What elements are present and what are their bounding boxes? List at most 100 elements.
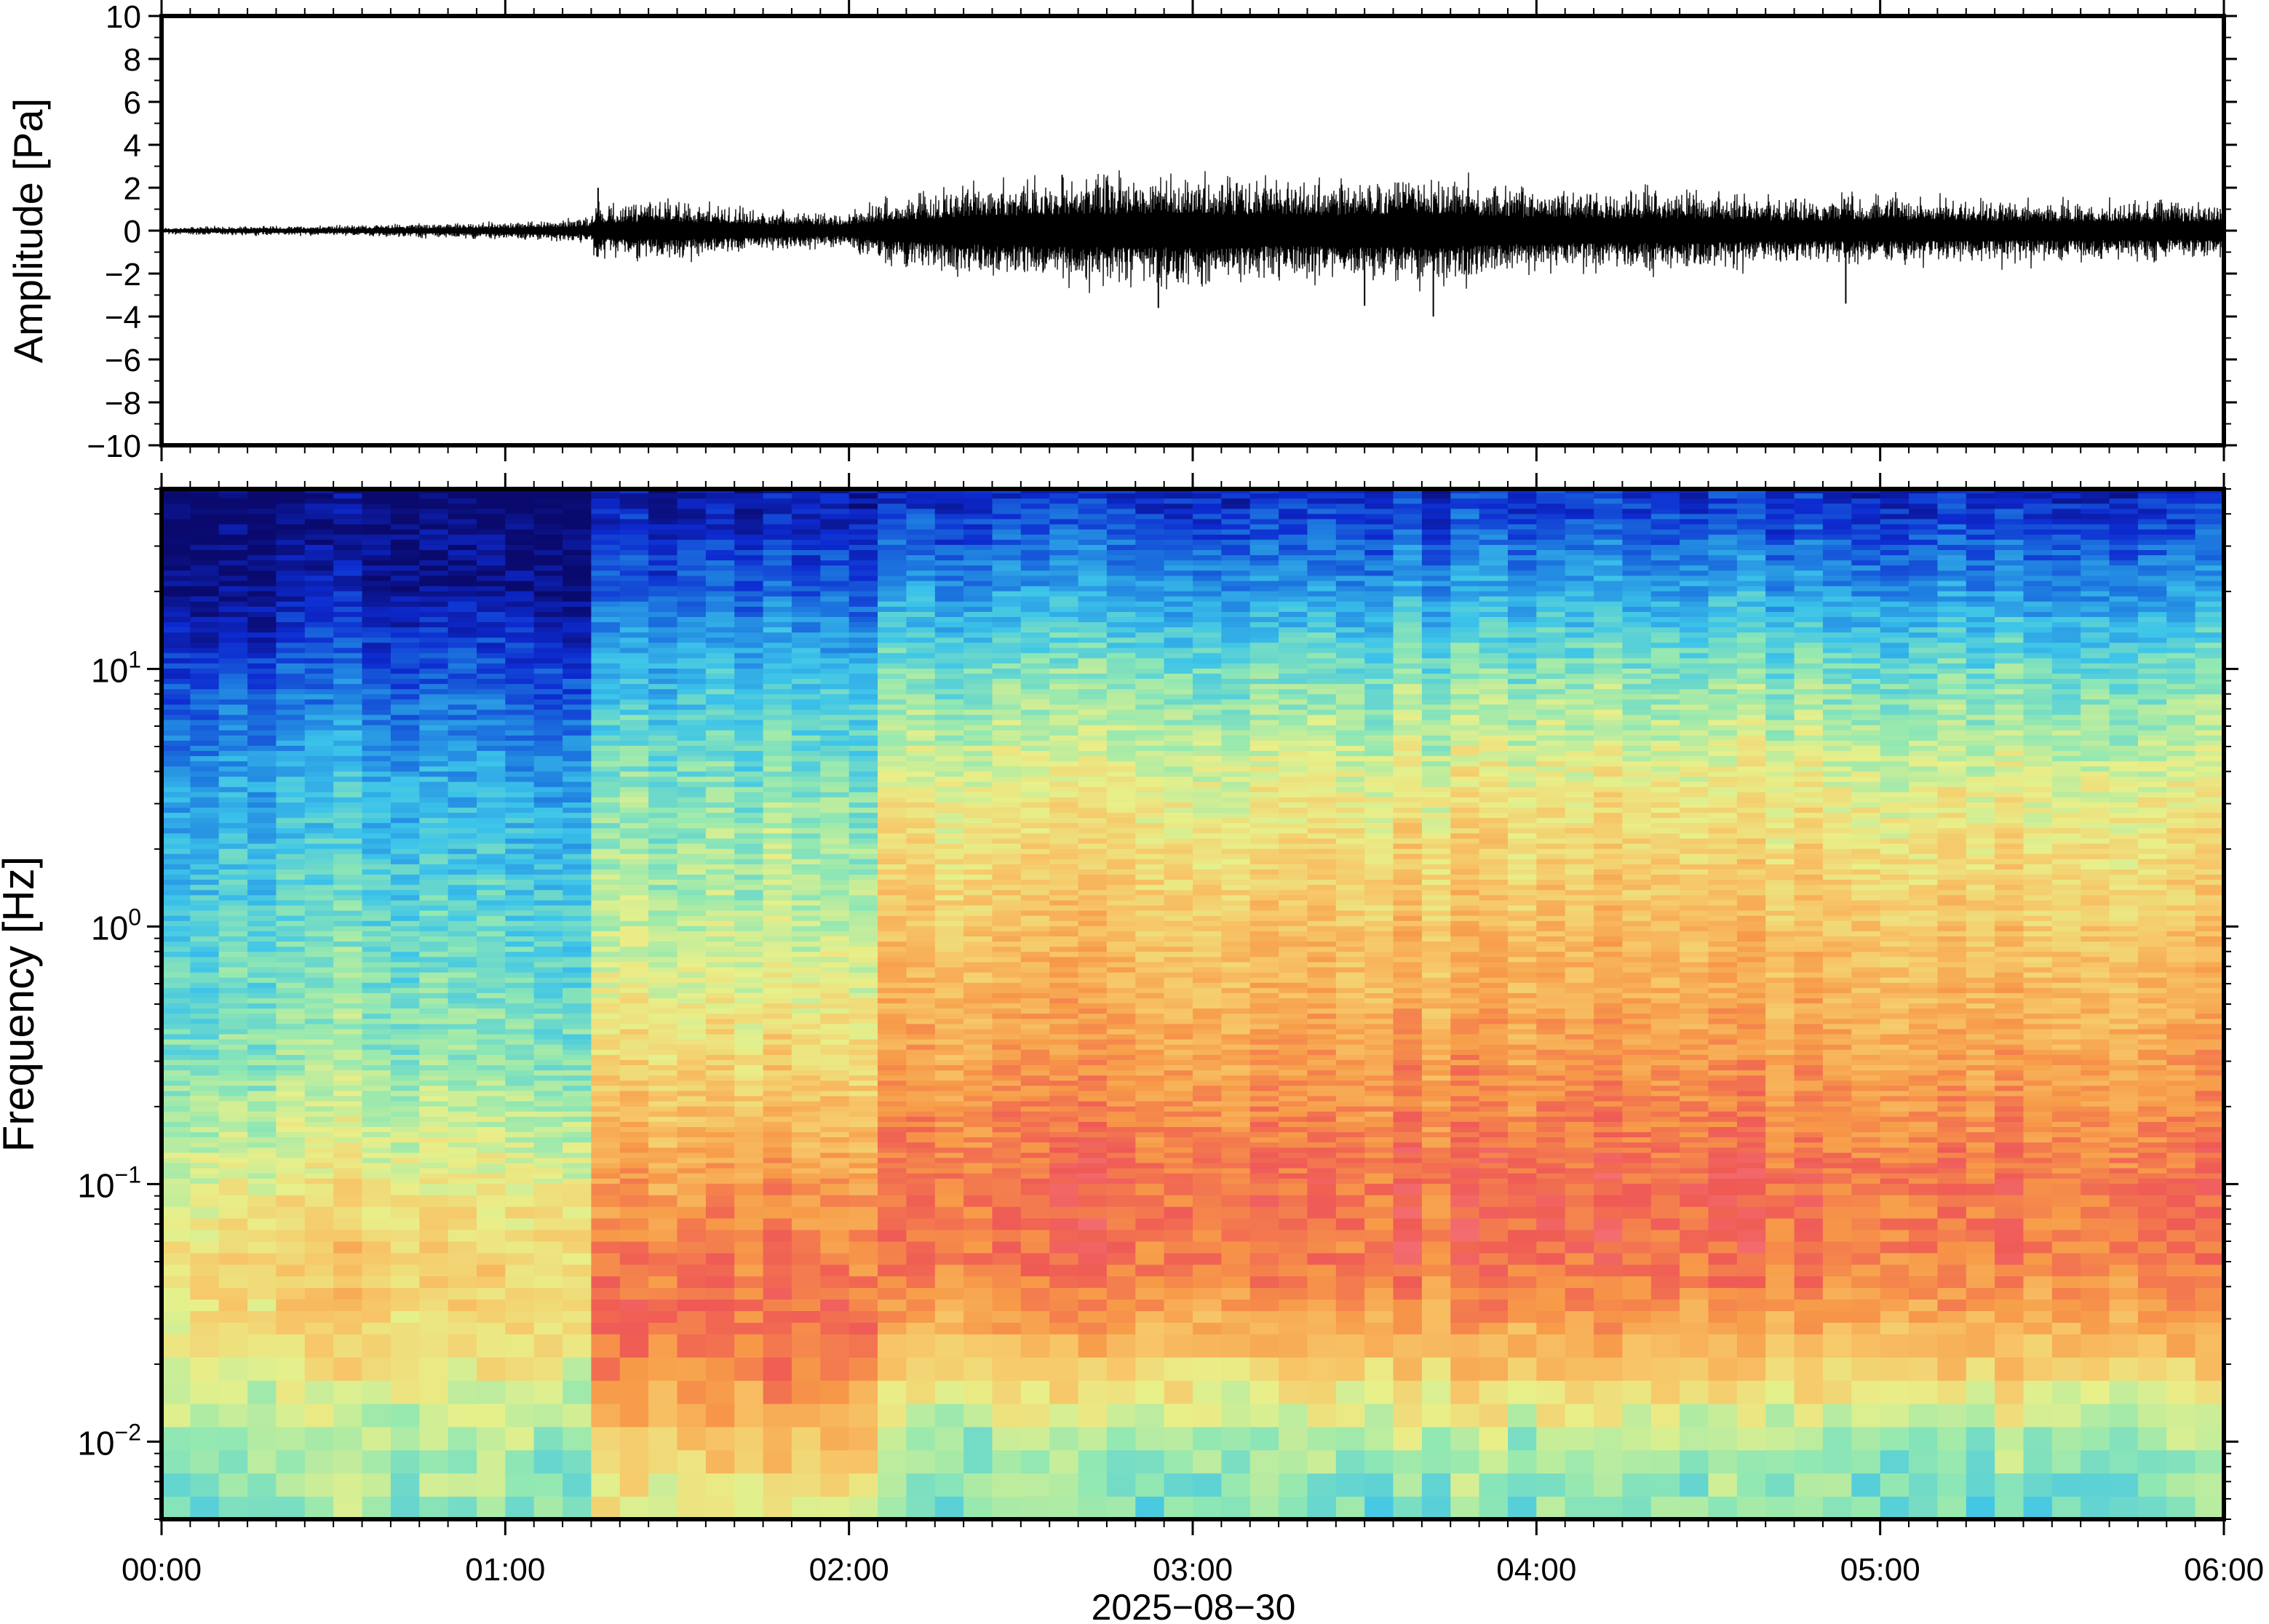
spectrogram-cell (591, 606, 621, 612)
spectrogram-cell (533, 1038, 563, 1045)
spectrogram-cell (906, 1064, 936, 1071)
spectrogram-cell (791, 1028, 822, 1035)
spectrogram-cell (963, 489, 993, 494)
spectrogram-cell (505, 1064, 535, 1071)
spectrogram-cell (619, 1275, 649, 1289)
spectrogram-cell (963, 1357, 993, 1381)
spectrogram-cell (190, 683, 220, 690)
spectrogram-cell (591, 1473, 621, 1497)
spectrogram-cell (849, 1299, 878, 1311)
spectrogram-cell (1020, 1121, 1050, 1127)
spectrogram-cell (763, 1054, 792, 1060)
spectrogram-cell (648, 611, 678, 617)
spectrogram-cell (648, 1070, 678, 1076)
spectrogram-cell (705, 719, 736, 725)
spectrogram-cell (1020, 992, 1050, 998)
spectrogram-cell (619, 791, 649, 797)
spectrogram-cell (849, 730, 878, 736)
spectrogram-cell (705, 786, 736, 792)
spectrogram-cell (162, 1121, 191, 1127)
spectrogram-cell (849, 909, 878, 916)
spectrogram-cell (934, 1229, 964, 1242)
spectrogram-cell (477, 899, 506, 906)
spectrogram-cell (820, 585, 850, 592)
spectrogram-cell (218, 1380, 248, 1404)
spectrogram-cell (304, 951, 334, 958)
spectrogram-cell (419, 822, 449, 829)
spectrogram-cell (763, 807, 792, 813)
spectrogram-cell (992, 750, 1022, 757)
spectrogram-cell (533, 859, 563, 864)
spectrogram-cell (791, 843, 822, 849)
spectrogram-cell (162, 595, 191, 602)
spectrogram-cell (419, 601, 449, 607)
spectrogram-cell (276, 1100, 306, 1107)
spectrogram-cell (791, 549, 822, 556)
spectrogram-cell (333, 626, 363, 633)
spectrogram-cell (505, 750, 535, 757)
spectrogram-cell (247, 817, 277, 824)
spectrogram-cell (448, 1013, 477, 1019)
spectrogram-cell (934, 1426, 964, 1451)
spectrogram-cell (276, 1473, 306, 1497)
spectrogram-cell (333, 894, 363, 901)
spectrogram-cell (362, 920, 392, 926)
spectrogram-cell (362, 523, 392, 530)
spectrogram-cell (849, 724, 878, 731)
spectrogram-cell (791, 1310, 822, 1323)
spectrogram-cell (878, 781, 907, 787)
spectrogram-cell (591, 1195, 621, 1207)
spectrogram-cell (734, 807, 764, 813)
spectrogram-cell (677, 755, 707, 762)
spectrogram-cell (1020, 889, 1050, 896)
spectrogram-cell (533, 987, 563, 993)
spectrogram-cell (878, 503, 907, 509)
spectrogram-cell (906, 956, 936, 963)
spectrogram-cell (934, 668, 964, 674)
spectrogram-cell (477, 1126, 506, 1133)
spectrogram-cell (190, 1008, 220, 1014)
spectrogram-cell (963, 874, 993, 880)
spectrogram-cell (333, 1110, 363, 1117)
spectrogram-cell (992, 1217, 1022, 1230)
spectrogram-cell (820, 533, 850, 540)
spectrogram-cell (763, 663, 792, 669)
spectrogram-cell (333, 1322, 363, 1334)
spectrogram-cell (791, 714, 822, 720)
spectrogram-cell (878, 611, 907, 617)
spectrogram-cell (218, 1178, 248, 1184)
spectrogram-cell (477, 966, 506, 973)
spectrogram-cell (477, 719, 506, 725)
spectrogram-cell (390, 1105, 421, 1112)
spectrogram-cell (304, 812, 334, 819)
spectrogram-cell (820, 570, 850, 576)
spectrogram-cell (247, 523, 277, 530)
spectrogram-cell (763, 889, 792, 896)
spectrogram-cell (648, 1023, 678, 1030)
spectrogram-cell (705, 1105, 736, 1112)
spectrogram-cell (362, 626, 392, 633)
spectrogram-cell (333, 601, 363, 607)
spectrogram-cell (390, 560, 421, 566)
spectrogram-cell (705, 1167, 736, 1174)
spectrogram-cell (934, 1195, 964, 1207)
spectrogram-cell (390, 874, 421, 880)
spectrogram-cell (906, 1152, 936, 1158)
spectrogram-cell (304, 533, 334, 540)
spectrogram-cell (849, 915, 878, 921)
spectrogram-cell (1020, 776, 1050, 782)
spectrogram-cell (477, 765, 506, 772)
spectrogram-cell (390, 518, 421, 525)
spectrogram-cell (162, 1217, 191, 1230)
spectrogram-cell (247, 1449, 277, 1474)
spectrogram-cell (963, 1380, 993, 1404)
spectrogram-cell (677, 611, 707, 617)
spectrogram-cell (791, 1023, 822, 1030)
spectrogram-cell (906, 1496, 936, 1520)
spectrogram-cell (505, 1137, 535, 1143)
spectrogram-cell (304, 698, 334, 705)
spectrogram-cell (963, 1178, 993, 1184)
spectrogram-cell (677, 1085, 707, 1091)
spectrogram-cell (505, 1287, 535, 1300)
spectrogram-cell (247, 987, 277, 993)
